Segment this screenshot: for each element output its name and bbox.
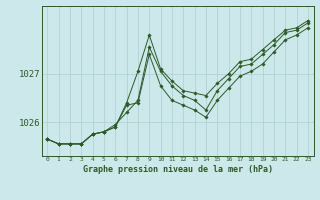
X-axis label: Graphe pression niveau de la mer (hPa): Graphe pression niveau de la mer (hPa) xyxy=(83,165,273,174)
